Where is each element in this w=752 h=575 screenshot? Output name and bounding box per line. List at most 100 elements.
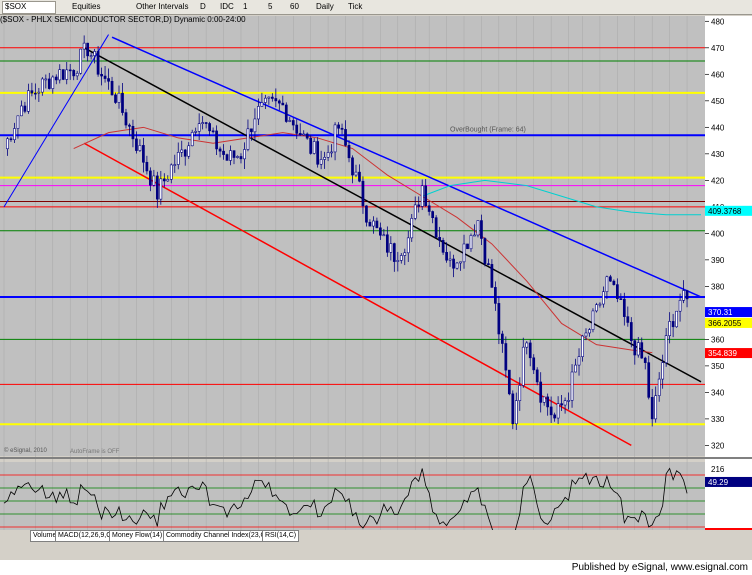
candle-body	[616, 284, 619, 299]
candle-body	[542, 396, 546, 403]
overbought-annotation: OverBought (Frame: 64)	[450, 126, 526, 133]
interval-tick-button[interactable]: Tick	[348, 2, 363, 11]
candle-body	[581, 335, 584, 357]
last-marker: 216	[711, 465, 725, 474]
candle-body	[525, 342, 529, 348]
candle-body	[591, 310, 595, 330]
interval-d-button[interactable]: D	[200, 2, 206, 11]
candle-body	[354, 171, 358, 176]
candle-body	[173, 164, 177, 166]
candle-body	[305, 133, 309, 139]
candle-body	[337, 124, 340, 129]
candle-body	[89, 55, 93, 57]
candle-body	[539, 381, 543, 403]
candle-body	[54, 76, 58, 81]
candle-body	[169, 164, 173, 180]
price-label-box	[705, 205, 752, 216]
candle-body	[215, 130, 218, 150]
interval-60-button[interactable]: 60	[290, 2, 299, 11]
symbol-box[interactable]	[2, 1, 56, 14]
candle-body	[494, 287, 497, 304]
candle-body	[389, 243, 393, 253]
tab-cci[interactable]: Commodity Channel Index(23,C)	[163, 530, 271, 542]
candle-body	[295, 124, 299, 134]
y-tick-label: 400	[711, 229, 725, 238]
candle-body	[16, 115, 20, 129]
candle-body	[448, 258, 452, 261]
indicator-value-box	[705, 476, 752, 487]
footer: Published by eSignal, www.esignal.com	[0, 560, 752, 575]
candle-body	[239, 156, 243, 160]
candle-body	[650, 397, 654, 420]
candle-body	[361, 180, 365, 207]
price-label: 366.2055	[708, 319, 742, 328]
price-label-box	[705, 307, 752, 318]
candle-body	[40, 78, 44, 93]
candle-body	[560, 403, 563, 406]
trend-line	[111, 36, 702, 298]
candle-body	[316, 141, 320, 165]
moving-average-line	[422, 179, 701, 216]
candle-body	[459, 261, 462, 264]
candle-body	[483, 238, 487, 264]
candle-body	[61, 69, 65, 80]
candle-body	[149, 170, 152, 186]
tab-rsi[interactable]: RSI(14,C)	[262, 530, 300, 542]
equities-dropdown[interactable]: Equities	[72, 2, 101, 11]
candle-body	[6, 138, 9, 150]
candle-body	[107, 78, 110, 82]
interval-5-button[interactable]: 5	[268, 2, 273, 11]
autoframe-note: AutoFrame is OFF	[70, 449, 120, 455]
candle-body	[577, 356, 581, 366]
candle-body	[253, 118, 257, 133]
candle-body	[100, 73, 103, 77]
candle-body	[528, 342, 532, 359]
candle-body	[114, 94, 117, 103]
candle-body	[110, 80, 114, 96]
candle-body	[347, 145, 351, 159]
candle-body	[574, 364, 577, 373]
candle-body	[497, 303, 501, 335]
interval-daily-button[interactable]: Daily	[316, 2, 334, 11]
y-tick-label: 450	[711, 97, 725, 106]
candle-body	[365, 205, 368, 223]
candle-body	[344, 129, 347, 146]
candle-body	[284, 104, 288, 122]
price-chart[interactable]: 01/12/1124310714222807142128041118250209…	[0, 14, 752, 530]
candle-body	[288, 120, 292, 122]
candle-body	[629, 322, 633, 341]
y-tick-label: 430	[711, 150, 725, 159]
candle-body	[264, 97, 267, 103]
candle-body	[375, 220, 379, 229]
candle-body	[358, 171, 361, 182]
candle-body	[671, 321, 675, 328]
y-tick-label: 480	[711, 17, 725, 26]
candle-body	[553, 414, 556, 419]
candle-body	[218, 148, 222, 152]
candle-body	[466, 243, 469, 250]
candle-body	[392, 243, 396, 262]
candle-body	[368, 221, 372, 227]
y-tick-label: 320	[711, 441, 725, 450]
candle-body	[79, 48, 83, 74]
candle-body	[427, 205, 431, 212]
candle-body	[270, 96, 274, 99]
candle-body	[598, 303, 602, 306]
candle-body	[75, 72, 79, 77]
y-tick-label: 460	[711, 70, 725, 79]
candle-body	[326, 152, 330, 158]
candle-body	[103, 75, 107, 79]
interval-idc-button[interactable]: IDC	[220, 2, 234, 11]
tab-money-flow[interactable]: Money Flow(14)	[109, 530, 166, 542]
candle-body	[567, 400, 570, 402]
candle-body	[476, 220, 480, 236]
candle-body	[142, 145, 145, 163]
tab-macd[interactable]: MACD(12,26,9,C)	[55, 530, 117, 542]
candle-body	[96, 51, 100, 75]
tab-volume[interactable]: Volume	[30, 530, 60, 542]
price-label-box	[705, 317, 752, 328]
candle-body	[243, 149, 246, 160]
other-intervals-dropdown[interactable]: Other Intervals	[136, 2, 189, 11]
interval-1-button[interactable]: 1	[243, 2, 248, 11]
candle-body	[274, 98, 278, 102]
